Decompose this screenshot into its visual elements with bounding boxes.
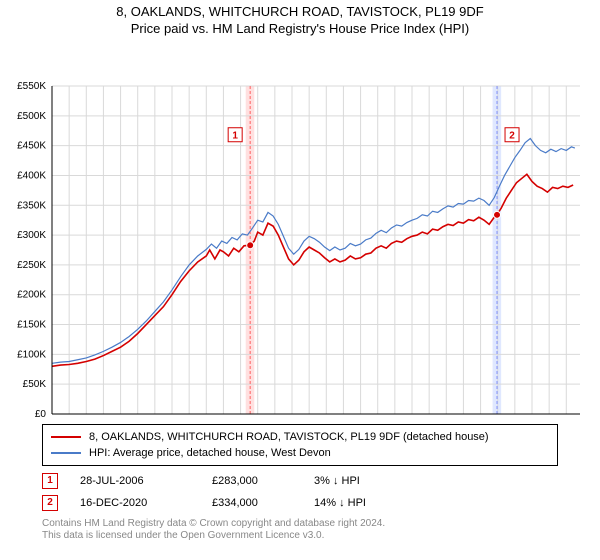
marker-date-2: 16-DEC-2020: [80, 497, 190, 509]
price-chart: £0 £50K £100K £150K £200K £250K £300K £350K £400…: [0, 38, 600, 418]
marker-price-2: £334,000: [212, 497, 292, 509]
marker-diff-1: 3% ↓ HPI: [314, 475, 404, 487]
svg-text:£400K: £400K: [17, 170, 46, 181]
svg-text:2: 2: [509, 131, 515, 142]
svg-text:£200K: £200K: [17, 290, 46, 301]
chart-title-1: 8, OAKLANDS, WHITCHURCH ROAD, TAVISTOCK,…: [0, 4, 600, 21]
legend-label-hpi: HPI: Average price, detached house, West…: [89, 447, 331, 459]
legend-swatch-hpi: [51, 452, 81, 454]
marker-row-2: 2 16-DEC-2020 £334,000 14% ↓ HPI: [42, 492, 558, 514]
svg-text:£100K: £100K: [17, 349, 46, 360]
svg-text:1: 1: [232, 131, 238, 142]
chart-title-2: Price paid vs. HM Land Registry's House …: [0, 21, 600, 38]
legend-swatch-property: [51, 436, 81, 438]
legend-row-property: 8, OAKLANDS, WHITCHURCH ROAD, TAVISTOCK,…: [51, 429, 549, 445]
legend-row-hpi: HPI: Average price, detached house, West…: [51, 445, 549, 461]
svg-text:£0: £0: [35, 409, 47, 418]
svg-text:£250K: £250K: [17, 260, 46, 271]
svg-text:£150K: £150K: [17, 319, 46, 330]
footer-line-1: Contains HM Land Registry data © Crown c…: [42, 518, 558, 531]
legend-label-property: 8, OAKLANDS, WHITCHURCH ROAD, TAVISTOCK,…: [89, 431, 489, 443]
svg-text:£550K: £550K: [17, 81, 46, 92]
svg-text:£450K: £450K: [17, 140, 46, 151]
svg-text:£500K: £500K: [17, 111, 46, 122]
marker-price-1: £283,000: [212, 475, 292, 487]
chart-legend: 8, OAKLANDS, WHITCHURCH ROAD, TAVISTOCK,…: [42, 424, 558, 466]
marker-badge-1: 1: [42, 473, 58, 489]
svg-text:£50K: £50K: [23, 379, 47, 390]
marker-badge-2: 2: [42, 495, 58, 511]
chart-footer: Contains HM Land Registry data © Crown c…: [42, 518, 558, 543]
footer-line-2: This data is licensed under the Open Gov…: [42, 530, 558, 543]
marker-row-1: 1 28-JUL-2006 £283,000 3% ↓ HPI: [42, 470, 558, 492]
svg-text:£300K: £300K: [17, 230, 46, 241]
marker-date-1: 28-JUL-2006: [80, 475, 190, 487]
svg-text:£350K: £350K: [17, 200, 46, 211]
marker-diff-2: 14% ↓ HPI: [314, 497, 404, 509]
sale-markers-table: 1 28-JUL-2006 £283,000 3% ↓ HPI 2 16-DEC…: [42, 470, 558, 514]
chart-titles: 8, OAKLANDS, WHITCHURCH ROAD, TAVISTOCK,…: [0, 0, 600, 38]
